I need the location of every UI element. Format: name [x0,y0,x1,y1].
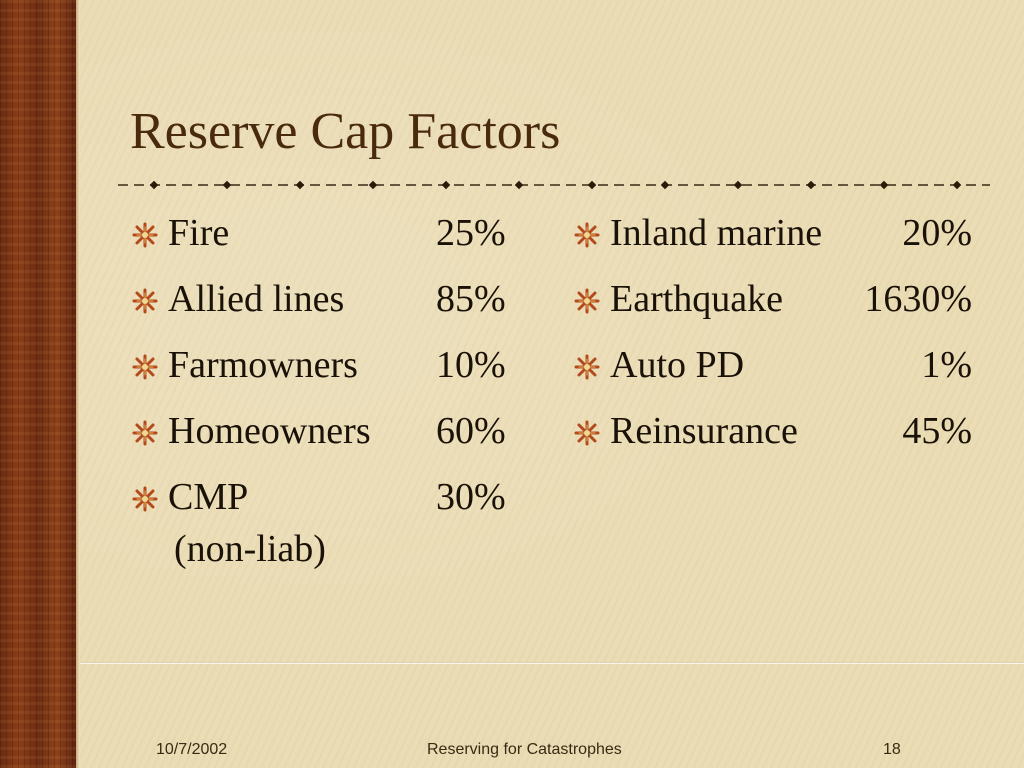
divider-diamond [806,180,816,190]
starburst-bullet-icon [132,486,158,512]
item-value: 1% [921,344,972,386]
item-label: Fire [168,212,230,254]
list-item-homeowners: Homeowners 60% [132,406,532,472]
starburst-bullet-icon [132,288,158,314]
starburst-bullet-icon [132,354,158,380]
item-label: Allied lines [168,278,345,320]
starburst-bullet-icon [574,288,600,314]
list-item-fire: Fire 25% [132,208,532,274]
item-value: 20% [902,212,972,254]
starburst-bullet-icon [574,222,600,248]
title-divider [118,180,990,190]
item-label: CMP [168,476,249,518]
wood-sidebar [0,0,76,768]
item-label: Farmowners [168,344,358,386]
item-label: Inland marine [610,212,823,254]
list-item-inland-marine: Inland marine 20% [574,208,984,274]
right-column: Inland marine 20% Earthquake 1630% Auto … [574,208,984,472]
item-value: 1630% [864,278,972,320]
item-label: Reinsurance [610,410,798,452]
divider-diamond [952,180,962,190]
divider-diamond [441,180,451,190]
divider-diamond [587,180,597,190]
sidebar-edge [76,0,80,768]
starburst-bullet-icon [132,420,158,446]
item-label: Auto PD [610,344,745,386]
divider-diamond [879,180,889,190]
item-label: Earthquake [610,278,784,320]
footer-title: Reserving for Catastrophes [427,741,622,758]
starburst-bullet-icon [574,420,600,446]
slide-number: 18 [883,741,901,758]
item-value: 85% [436,278,506,320]
item-label: Homeowners [168,410,371,452]
starburst-bullet-icon [574,354,600,380]
list-item-cmp: CMP (non-liab) 30% [132,472,532,570]
item-value: 30% [436,476,506,518]
slide-title: Reserve Cap Factors [130,103,561,160]
list-item-reinsurance: Reinsurance 45% [574,406,984,472]
item-value: 10% [436,344,506,386]
divider-diamond [660,180,670,190]
list-item-earthquake: Earthquake 1630% [574,274,984,340]
divider-diamond [149,180,159,190]
left-column: Fire 25% Allied lines 85% Farmowners 10%… [132,208,532,570]
list-item-auto-pd: Auto PD 1% [574,340,984,406]
divider-diamond [368,180,378,190]
divider-diamond [222,180,232,190]
item-value: 60% [436,410,506,452]
divider-diamond [295,180,305,190]
divider-diamond [733,180,743,190]
list-item-allied-lines: Allied lines 85% [132,274,532,340]
footer-divider [80,662,1024,664]
starburst-bullet-icon [132,222,158,248]
list-item-farmowners: Farmowners 10% [132,340,532,406]
item-value: 45% [902,410,972,452]
footer-date: 10/7/2002 [156,741,228,758]
item-sublabel: (non-liab) [174,528,326,570]
item-value: 25% [436,212,506,254]
divider-diamond [514,180,524,190]
